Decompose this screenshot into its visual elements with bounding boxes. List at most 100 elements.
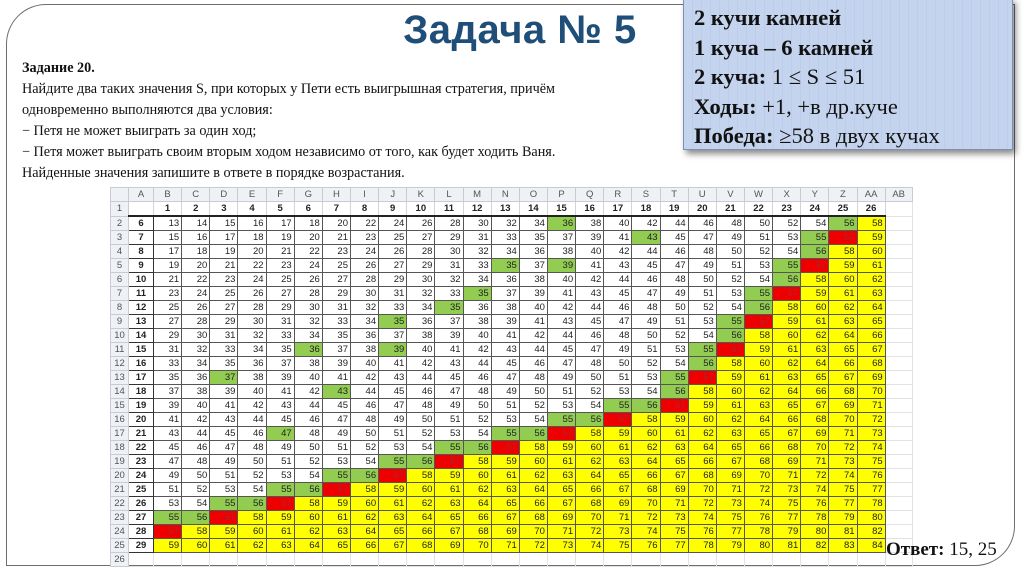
cell[interactable] — [884, 356, 913, 371]
value-cell[interactable]: 41 — [152, 412, 183, 427]
value-cell[interactable]: 34 — [349, 314, 380, 329]
value-cell[interactable]: 52 — [237, 468, 267, 483]
value-cell[interactable]: 62 — [237, 538, 267, 553]
value-cell[interactable]: 73 — [715, 496, 745, 511]
value-cell[interactable]: 70 — [518, 524, 548, 539]
value-cell[interactable]: 76 — [743, 510, 774, 525]
value-cell[interactable]: 63 — [856, 286, 886, 301]
value-cell[interactable]: 39 — [265, 370, 295, 385]
value-cell[interactable]: 17 — [209, 230, 239, 245]
value-cell[interactable]: 47 — [631, 286, 661, 301]
value-cell[interactable]: 61 — [321, 510, 351, 525]
value-cell[interactable]: 36 — [490, 272, 520, 287]
value-cell[interactable]: 55 — [490, 426, 520, 441]
value-cell[interactable]: 78 — [687, 538, 717, 553]
row-number-header[interactable]: 6 — [110, 272, 129, 287]
value-cell[interactable]: 46 — [462, 370, 492, 385]
value-cell[interactable]: 58 — [687, 384, 717, 399]
value-cell[interactable]: 34 — [518, 215, 548, 231]
value-cell[interactable]: 36 — [518, 244, 548, 259]
cell[interactable] — [128, 201, 154, 217]
value-cell[interactable]: 73 — [772, 482, 802, 497]
value-cell[interactable]: 44 — [546, 328, 577, 343]
value-cell[interactable]: 55 — [265, 482, 295, 497]
value-cell[interactable]: 62 — [856, 272, 886, 287]
value-cell[interactable]: 28 — [181, 314, 211, 329]
column-label-cell[interactable]: 26 — [856, 201, 886, 217]
value-cell[interactable]: 35 — [209, 356, 239, 371]
value-cell[interactable]: 61 — [434, 482, 464, 497]
value-cell[interactable]: 53 — [603, 384, 633, 399]
value-cell[interactable]: 53 — [687, 314, 717, 329]
value-cell[interactable]: 67 — [434, 524, 464, 539]
row-label-cell[interactable]: 15 — [128, 342, 154, 357]
row-number-header[interactable]: 15 — [110, 398, 129, 413]
value-cell[interactable]: 17 — [152, 244, 183, 259]
value-cell[interactable]: 55 — [434, 440, 464, 455]
value-cell[interactable]: 21 — [152, 272, 183, 287]
cell[interactable] — [490, 552, 520, 567]
value-cell[interactable]: 52 — [181, 482, 211, 497]
row-label-cell[interactable]: 21 — [128, 426, 154, 441]
row-number-header[interactable]: 12 — [110, 356, 129, 371]
value-cell[interactable]: 68 — [575, 496, 605, 511]
column-letter-header[interactable]: Q — [575, 187, 605, 202]
value-cell[interactable]: 69 — [546, 510, 577, 525]
value-cell[interactable]: 24 — [237, 272, 267, 287]
row-number-header[interactable]: 4 — [110, 244, 129, 259]
value-cell[interactable]: 75 — [828, 482, 858, 497]
row-label-cell[interactable]: 25 — [128, 482, 154, 497]
row-label-cell[interactable]: 16 — [128, 356, 154, 371]
value-cell[interactable]: 38 — [293, 356, 323, 371]
value-cell[interactable]: 39 — [152, 398, 183, 413]
value-cell[interactable]: 32 — [237, 328, 267, 343]
value-cell[interactable]: 41 — [518, 314, 548, 329]
value-cell[interactable]: 45 — [209, 426, 239, 441]
value-cell[interactable]: 20 — [181, 258, 211, 273]
value-cell[interactable]: 39 — [518, 286, 548, 301]
value-cell[interactable]: 38 — [518, 272, 548, 287]
value-cell[interactable]: 70 — [800, 440, 830, 455]
value-cell[interactable]: 44 — [575, 300, 605, 315]
value-cell[interactable]: 75 — [715, 510, 745, 525]
value-cell[interactable]: 59 — [687, 398, 717, 413]
cell[interactable] — [772, 552, 802, 567]
value-cell[interactable]: 58 — [293, 496, 323, 511]
value-cell[interactable]: 30 — [406, 272, 436, 287]
value-cell[interactable]: 49 — [209, 454, 239, 469]
value-cell[interactable]: 58 — [715, 356, 745, 371]
value-cell[interactable]: 48 — [293, 426, 323, 441]
value-cell[interactable]: 29 — [152, 328, 183, 343]
value-cell[interactable]: 77 — [856, 482, 886, 497]
value-cell[interactable]: 42 — [631, 215, 661, 231]
value-cell[interactable]: 50 — [406, 412, 436, 427]
cell[interactable] — [631, 552, 661, 567]
value-cell[interactable]: 56 — [181, 510, 211, 525]
value-cell[interactable]: 57 — [687, 370, 717, 385]
value-cell[interactable]: 32 — [462, 244, 492, 259]
value-cell[interactable]: 34 — [406, 300, 436, 315]
value-cell[interactable]: 38 — [406, 328, 436, 343]
value-cell[interactable]: 48 — [715, 215, 745, 231]
value-cell[interactable]: 68 — [828, 384, 858, 399]
value-cell[interactable]: 56 — [659, 384, 689, 399]
value-cell[interactable]: 58 — [237, 510, 267, 525]
value-cell[interactable]: 32 — [181, 342, 211, 357]
value-cell[interactable]: 74 — [575, 538, 605, 553]
value-cell[interactable]: 52 — [349, 440, 380, 455]
column-label-cell[interactable]: 18 — [631, 201, 661, 217]
value-cell[interactable]: 60 — [349, 496, 380, 511]
value-cell[interactable]: 56 — [293, 482, 323, 497]
value-cell[interactable]: 69 — [772, 454, 802, 469]
value-cell[interactable]: 44 — [406, 370, 436, 385]
value-cell[interactable]: 35 — [378, 314, 408, 329]
value-cell[interactable]: 47 — [546, 356, 577, 371]
value-cell[interactable]: 42 — [603, 244, 633, 259]
value-cell[interactable]: 30 — [293, 300, 323, 315]
column-label-cell[interactable]: 2 — [181, 201, 211, 217]
value-cell[interactable]: 81 — [828, 524, 858, 539]
value-cell[interactable]: 56 — [349, 468, 380, 483]
cell[interactable] — [518, 552, 548, 567]
row-number-header[interactable]: 19 — [110, 454, 129, 469]
value-cell[interactable]: 48 — [687, 244, 717, 259]
